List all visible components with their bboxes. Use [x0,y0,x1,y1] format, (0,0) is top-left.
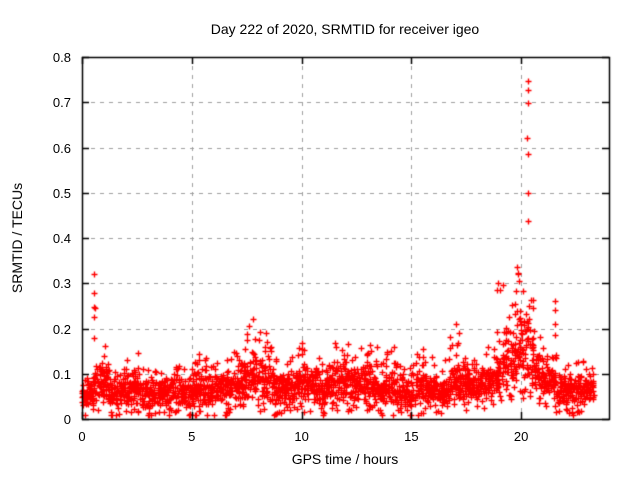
y-tick-label: 0.6 [52,140,71,156]
y-tick-label: 0.3 [52,276,71,292]
x-axis-label: GPS time / hours [291,451,399,467]
y-tick-label: 0.4 [52,231,71,246]
x-tick-label: 0 [78,429,86,444]
x-tick-label: 10 [294,429,309,444]
y-tick-label: 0.5 [52,185,71,201]
y-tick-label: 0.8 [52,50,71,65]
chart-title: Day 222 of 2020, SRMTID for receiver ige… [210,21,480,37]
x-tick-label: 5 [188,429,196,444]
x-tick-label: 20 [513,429,529,444]
y-tick-label: 0 [63,412,71,427]
x-tick-label: 15 [404,429,419,444]
y-tick-label: 0.2 [52,321,71,337]
y-tick-label: 0.7 [52,95,71,111]
y-tick-label: 0.1 [52,366,71,382]
